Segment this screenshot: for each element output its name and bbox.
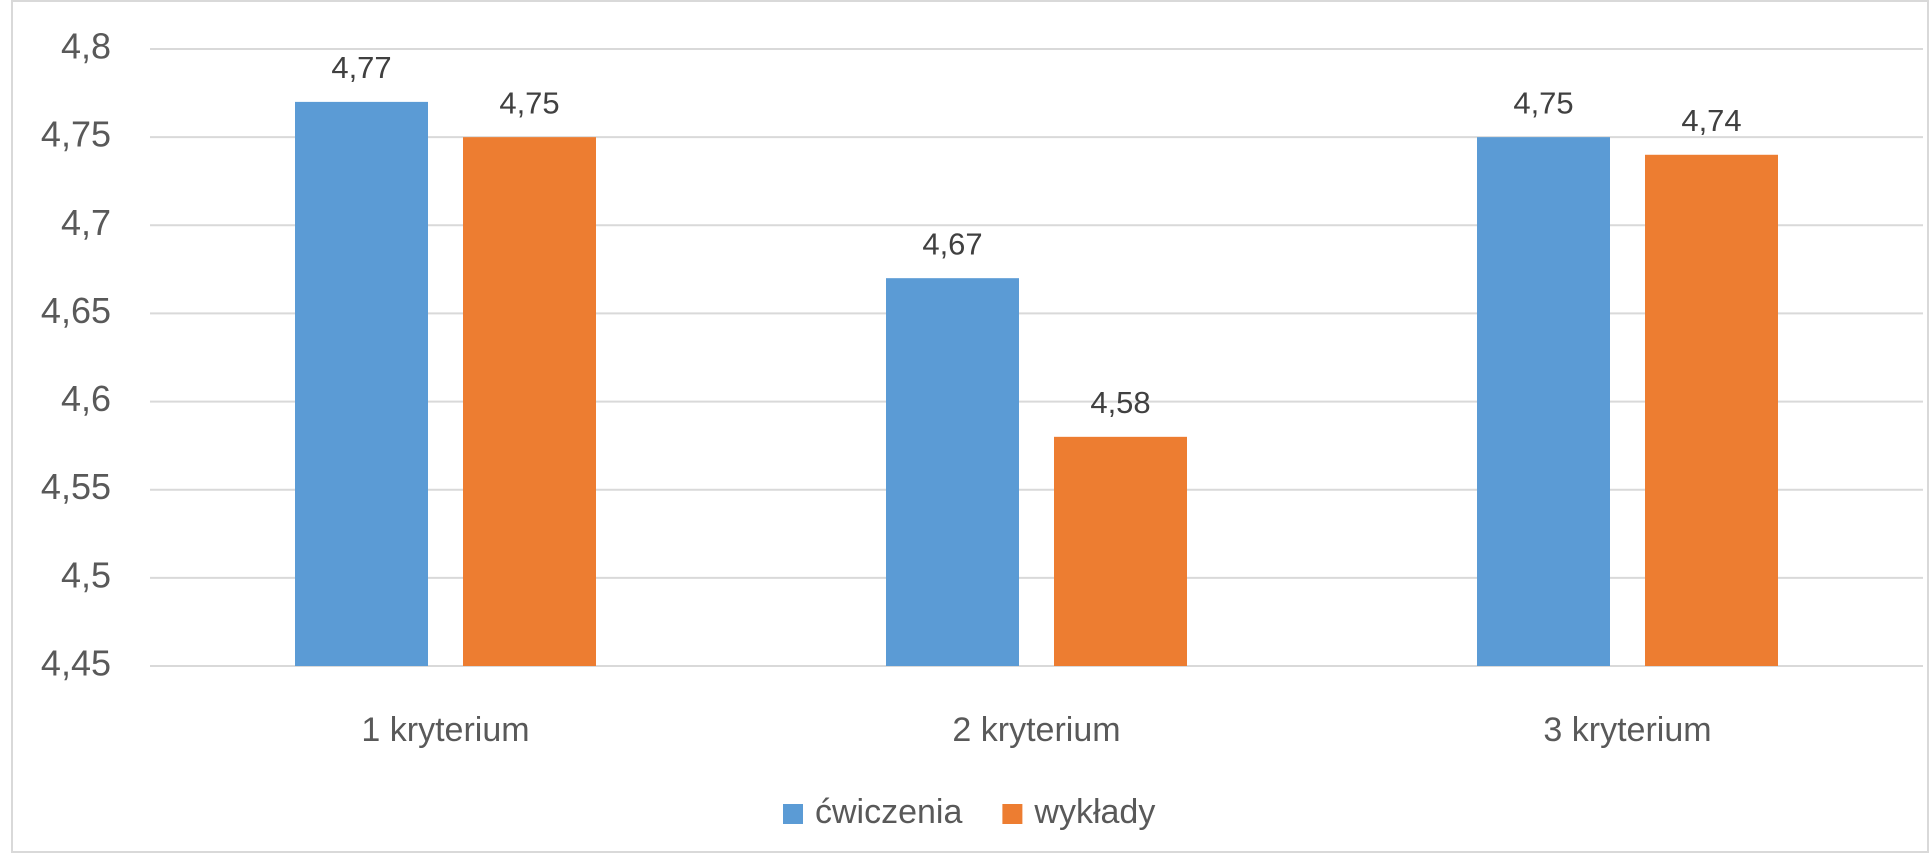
legend-label: ćwiczenia (815, 793, 962, 831)
legend-swatch (783, 804, 803, 824)
y-tick-label: 4,8 (61, 26, 111, 67)
data-label: 4,75 (1513, 85, 1573, 120)
bar (463, 137, 596, 667)
data-label: 4,58 (1090, 385, 1150, 420)
legend-label: wykłady (1033, 793, 1155, 831)
x-tick-label: 1 kryterium (361, 711, 529, 749)
y-tick-label: 4,65 (41, 290, 111, 331)
bar (886, 278, 1019, 666)
y-tick-label: 4,75 (41, 114, 111, 155)
y-tick-label: 4,45 (41, 643, 111, 684)
data-label: 4,74 (1681, 103, 1741, 138)
data-label: 4,67 (922, 226, 982, 261)
x-tick-label: 2 kryterium (952, 711, 1120, 749)
data-label: 4,77 (331, 50, 391, 85)
y-tick-label: 4,5 (61, 554, 111, 595)
bar (1477, 137, 1610, 667)
bar (1645, 154, 1778, 666)
y-tick-label: 4,55 (41, 466, 111, 507)
bar (1054, 436, 1187, 666)
data-label: 4,75 (499, 85, 559, 120)
y-tick-label: 4,7 (61, 202, 111, 243)
y-tick-label: 4,6 (61, 378, 111, 419)
legend-swatch (1002, 804, 1023, 824)
bar (295, 101, 428, 666)
x-tick-label: 3 kryterium (1543, 711, 1711, 749)
